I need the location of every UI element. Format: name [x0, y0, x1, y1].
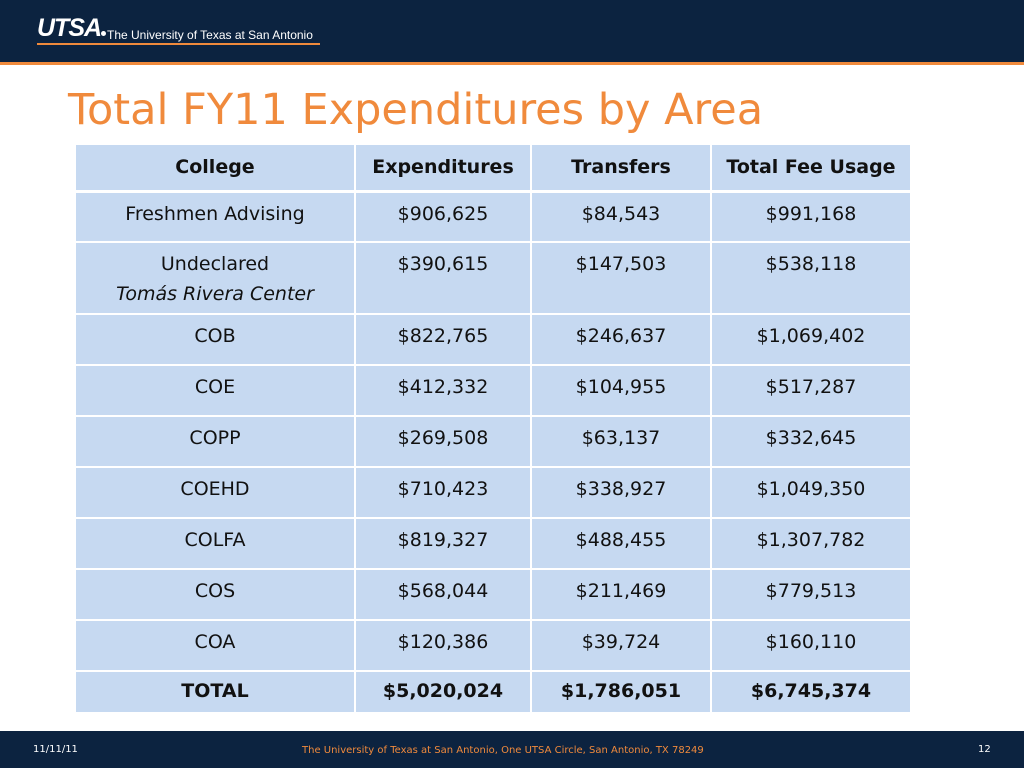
cell-expenditures: $819,327 [354, 517, 532, 570]
cell-expenditures: $390,615 [354, 241, 532, 315]
header-bar: UTSA The University of Texas at San Anto… [0, 0, 1024, 62]
footer-page-number: 12 [978, 744, 991, 755]
cell-transfers: $211,469 [530, 568, 712, 621]
table-row: Undeclared Tomás Rivera Center $390,615 … [74, 241, 912, 315]
footer-address: The University of Texas at San Antonio, … [302, 745, 704, 756]
table-total-row: TOTAL $5,020,024 $1,786,051 $6,745,374 [74, 670, 912, 714]
slide-title: Total FY11 Expenditures by Area [68, 85, 764, 135]
cell-expenditures: $568,044 [354, 568, 532, 621]
cell-college: COLFA [74, 517, 356, 570]
cell-total-fee-usage: $538,118 [710, 241, 912, 315]
logo-registered-mark [101, 31, 106, 36]
cell-expenditures: $822,765 [354, 313, 532, 366]
cell-total-fee-usage: $332,645 [710, 415, 912, 468]
table-row: Freshmen Advising $906,625 $84,543 $991,… [74, 190, 912, 243]
cell-transfers: $39,724 [530, 619, 712, 672]
column-header-transfers: Transfers [530, 143, 712, 192]
cell-total-expenditures: $5,020,024 [354, 670, 532, 714]
footer-bar [0, 731, 1024, 768]
cell-transfers: $488,455 [530, 517, 712, 570]
table-header-row: College Expenditures Transfers Total Fee… [74, 143, 912, 192]
table-row: COEHD $710,423 $338,927 $1,049,350 [74, 466, 912, 519]
column-header-college: College [74, 143, 356, 192]
cell-total-fee-usage: $160,110 [710, 619, 912, 672]
logo-university-name: The University of Texas at San Antonio [107, 28, 313, 42]
cell-transfers: $147,503 [530, 241, 712, 315]
expenditures-table: College Expenditures Transfers Total Fee… [74, 143, 912, 714]
cell-total-fee-usage-sum: $6,745,374 [710, 670, 912, 714]
table-row: COB $822,765 $246,637 $1,069,402 [74, 313, 912, 366]
cell-expenditures: $412,332 [354, 364, 532, 417]
cell-college: COE [74, 364, 356, 417]
footer-date: 11/11/11 [33, 744, 78, 755]
cell-transfers: $63,137 [530, 415, 712, 468]
cell-college-line1: Undeclared [160, 253, 270, 275]
cell-expenditures: $906,625 [354, 190, 532, 243]
cell-college: Undeclared Tomás Rivera Center [74, 241, 356, 315]
table-row: COS $568,044 $211,469 $779,513 [74, 568, 912, 621]
table-row: COPP $269,508 $63,137 $332,645 [74, 415, 912, 468]
header-accent-rule [0, 62, 1024, 65]
cell-transfers: $84,543 [530, 190, 712, 243]
cell-total-fee-usage: $517,287 [710, 364, 912, 417]
column-header-expenditures: Expenditures [354, 143, 532, 192]
logo-mark: UTSA [37, 14, 102, 42]
cell-expenditures: $120,386 [354, 619, 532, 672]
logo-underline [37, 43, 320, 45]
cell-transfers: $104,955 [530, 364, 712, 417]
table-row: COE $412,332 $104,955 $517,287 [74, 364, 912, 417]
cell-college: COA [74, 619, 356, 672]
cell-college: COEHD [74, 466, 356, 519]
table-row: COA $120,386 $39,724 $160,110 [74, 619, 912, 672]
cell-total-fee-usage: $1,049,350 [710, 466, 912, 519]
cell-total-fee-usage: $779,513 [710, 568, 912, 621]
cell-total-fee-usage: $991,168 [710, 190, 912, 243]
cell-expenditures: $710,423 [354, 466, 532, 519]
cell-college: Freshmen Advising [74, 190, 356, 243]
cell-expenditures: $269,508 [354, 415, 532, 468]
column-header-total-fee-usage: Total Fee Usage [710, 143, 912, 192]
cell-total-fee-usage: $1,307,782 [710, 517, 912, 570]
cell-college: COB [74, 313, 356, 366]
cell-total-fee-usage: $1,069,402 [710, 313, 912, 366]
cell-transfers: $246,637 [530, 313, 712, 366]
cell-transfers: $338,927 [530, 466, 712, 519]
cell-total-transfers: $1,786,051 [530, 670, 712, 714]
table-row: COLFA $819,327 $488,455 $1,307,782 [74, 517, 912, 570]
cell-college-line2: Tomás Rivera Center [116, 283, 314, 305]
cell-college: COS [74, 568, 356, 621]
cell-college: COPP [74, 415, 356, 468]
cell-total-label: TOTAL [74, 670, 356, 714]
